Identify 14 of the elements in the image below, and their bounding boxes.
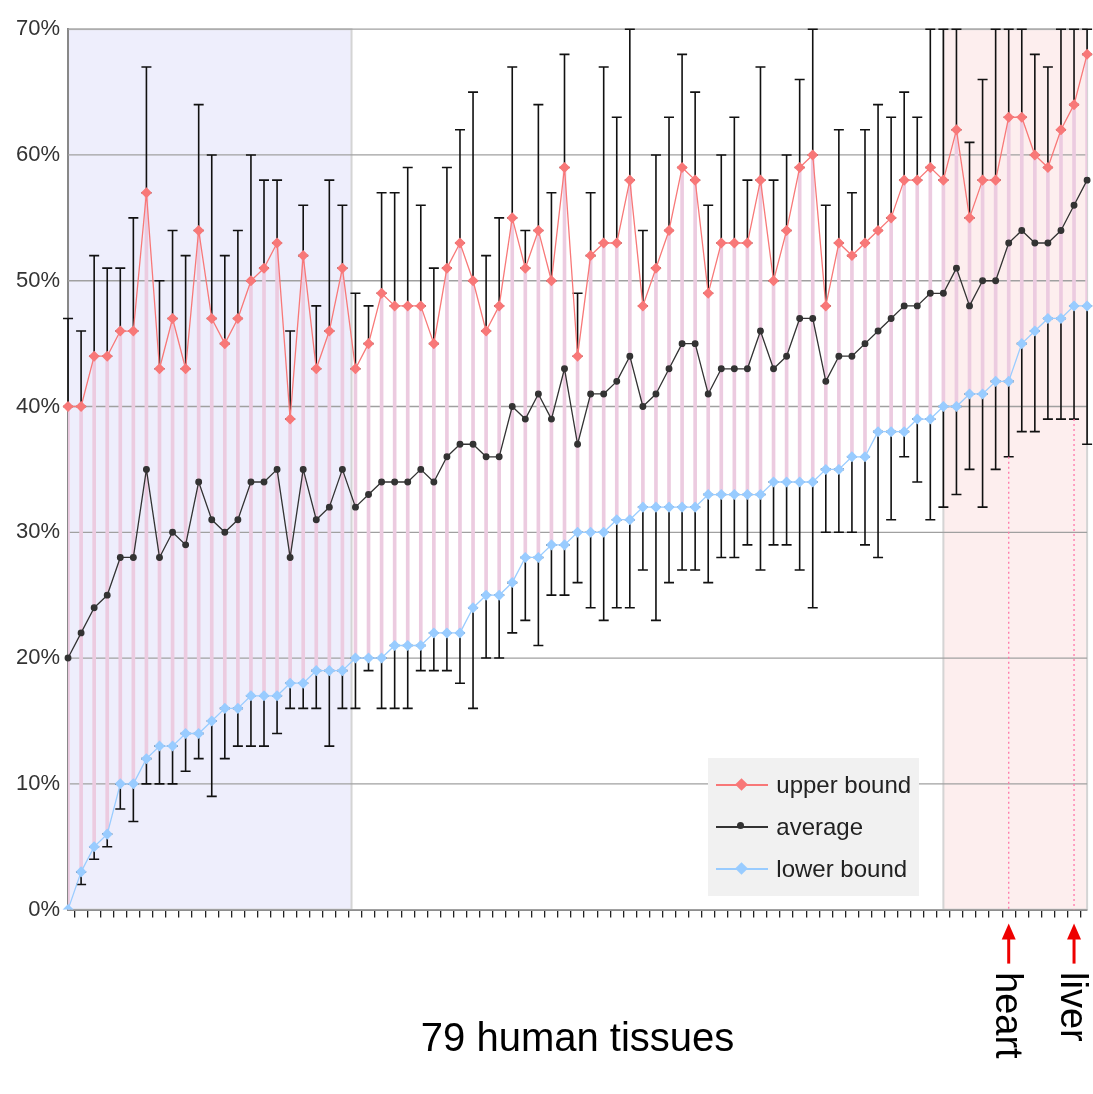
- y-tick-label: 20%: [15, 644, 61, 670]
- y-tick-label: 10%: [15, 769, 61, 795]
- x-axis-title: 79 human tissues: [420, 1015, 735, 1060]
- text: heart: [986, 971, 1031, 1059]
- y-tick-label: 60%: [15, 141, 61, 167]
- y-tick-label: 40%: [15, 392, 61, 418]
- text: liver: [1052, 971, 1093, 1042]
- y-tick-label: 30%: [15, 518, 61, 544]
- y-tick-label: 0%: [28, 895, 61, 921]
- legend-label: upper bound: [776, 770, 912, 799]
- legend-label: lower bound: [776, 854, 908, 883]
- legend-label: average: [776, 812, 864, 841]
- y-tick-label: 50%: [15, 266, 61, 292]
- y-tick-label: 70%: [15, 15, 61, 41]
